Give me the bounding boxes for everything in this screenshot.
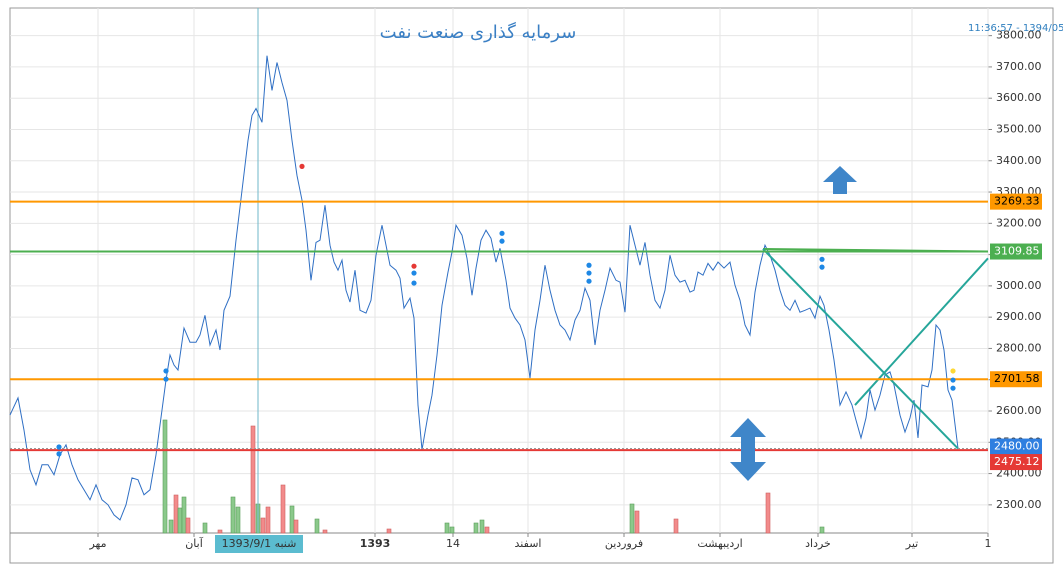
volume-bar <box>314 518 320 534</box>
volume-bar <box>217 529 223 534</box>
x-tick-label: آبان <box>185 536 203 550</box>
volume-bar <box>265 506 271 534</box>
y-tick-label: 3200.00 <box>996 216 1042 229</box>
signal-dot <box>499 230 505 236</box>
signal-dot <box>950 368 956 374</box>
trend-line <box>762 248 959 450</box>
signal-dot <box>586 278 592 284</box>
level-label-box <box>990 371 1042 388</box>
y-tick-label: 3600.00 <box>996 91 1042 104</box>
signal-dot <box>411 280 417 286</box>
chart-title: سرمایه گذاری صنعت نفت <box>380 21 577 43</box>
signal-dot <box>163 368 169 374</box>
x-tick-label: تیر <box>905 537 918 550</box>
up-arrow <box>823 166 857 194</box>
signal-dot <box>163 376 169 382</box>
volume-bar <box>479 519 485 534</box>
level-label-box <box>990 193 1042 210</box>
x-tick-label: فروردین <box>605 537 643 550</box>
volume-bar <box>260 517 266 534</box>
level-label-box <box>990 438 1042 455</box>
volume-bar <box>386 528 392 534</box>
signal-dot <box>586 270 592 276</box>
signal-dot <box>499 238 505 244</box>
signal-dot <box>950 377 956 383</box>
volume-bar <box>185 517 191 534</box>
volume-bar <box>162 419 168 534</box>
volume-bar <box>280 484 286 534</box>
x-tick-label: 1 <box>985 537 992 550</box>
signal-dot <box>56 451 62 457</box>
y-tick-label: 3400.00 <box>996 154 1042 167</box>
volume-bar <box>444 522 450 534</box>
volume-bar <box>177 507 183 534</box>
level-label-box <box>990 243 1042 260</box>
x-tick-label: 1393 <box>360 537 391 550</box>
volume-bar <box>473 522 479 534</box>
trend-line <box>854 257 989 406</box>
created-date: ایجاد شده در: 1394/05/04 - 11:36:57 <box>968 23 1063 34</box>
level-label: 3109.85 <box>994 245 1040 258</box>
signal-dot <box>411 270 417 276</box>
signal-dot <box>411 263 417 269</box>
volume-bar <box>230 496 236 534</box>
level-label: 3269.33 <box>994 195 1040 208</box>
double-arrow <box>730 418 766 481</box>
volume-bar <box>484 526 490 534</box>
y-tick-label: 2800.00 <box>996 341 1042 354</box>
signal-dot <box>586 262 592 268</box>
x-tick-label: اسفند <box>515 537 542 550</box>
volume-bar <box>202 522 208 534</box>
y-tick-label: 3700.00 <box>996 60 1042 73</box>
signal-dot <box>819 264 825 270</box>
signal-dot <box>950 385 956 391</box>
x-tick-label: 14 <box>446 537 460 550</box>
level-label: 2475.12 <box>994 455 1040 468</box>
volume-bar <box>250 425 256 534</box>
y-tick-label: 2600.00 <box>996 404 1042 417</box>
y-tick-label: 2300.00 <box>996 498 1042 511</box>
crosshair-label: شنبه 1393/9/1 <box>222 537 297 550</box>
volume-bar <box>629 503 635 534</box>
volume-bar <box>168 519 174 534</box>
volume-bar <box>673 518 679 534</box>
crosshair-label-box <box>215 535 303 553</box>
volume-bar <box>819 526 825 534</box>
signal-dot <box>56 444 62 450</box>
volume-bar <box>293 519 299 534</box>
y-tick-label: 3800.00 <box>996 29 1042 42</box>
level-label: 2480.00 <box>994 440 1040 453</box>
y-tick-label: 3500.00 <box>996 122 1042 135</box>
x-tick-label: اردیبهشت <box>697 537 742 550</box>
level-label-box <box>990 454 1042 471</box>
y-tick-label: 2900.00 <box>996 310 1042 323</box>
volume-bar <box>235 506 241 534</box>
signal-dot <box>299 163 305 169</box>
volume-bar <box>634 510 640 534</box>
volume-bar <box>449 526 455 534</box>
price-line <box>9 55 959 521</box>
level-label: 2701.58 <box>994 372 1040 385</box>
volume-bar <box>322 529 328 534</box>
x-tick-label: مهر <box>88 537 106 550</box>
volume-bar <box>181 496 187 534</box>
signal-dot <box>819 256 825 262</box>
x-tick-label: خرداد <box>805 537 831 550</box>
volume-bar <box>289 505 295 534</box>
y-tick-label: 3000.00 <box>996 279 1042 292</box>
volume-bar <box>765 492 771 534</box>
volume-bar <box>173 494 179 534</box>
